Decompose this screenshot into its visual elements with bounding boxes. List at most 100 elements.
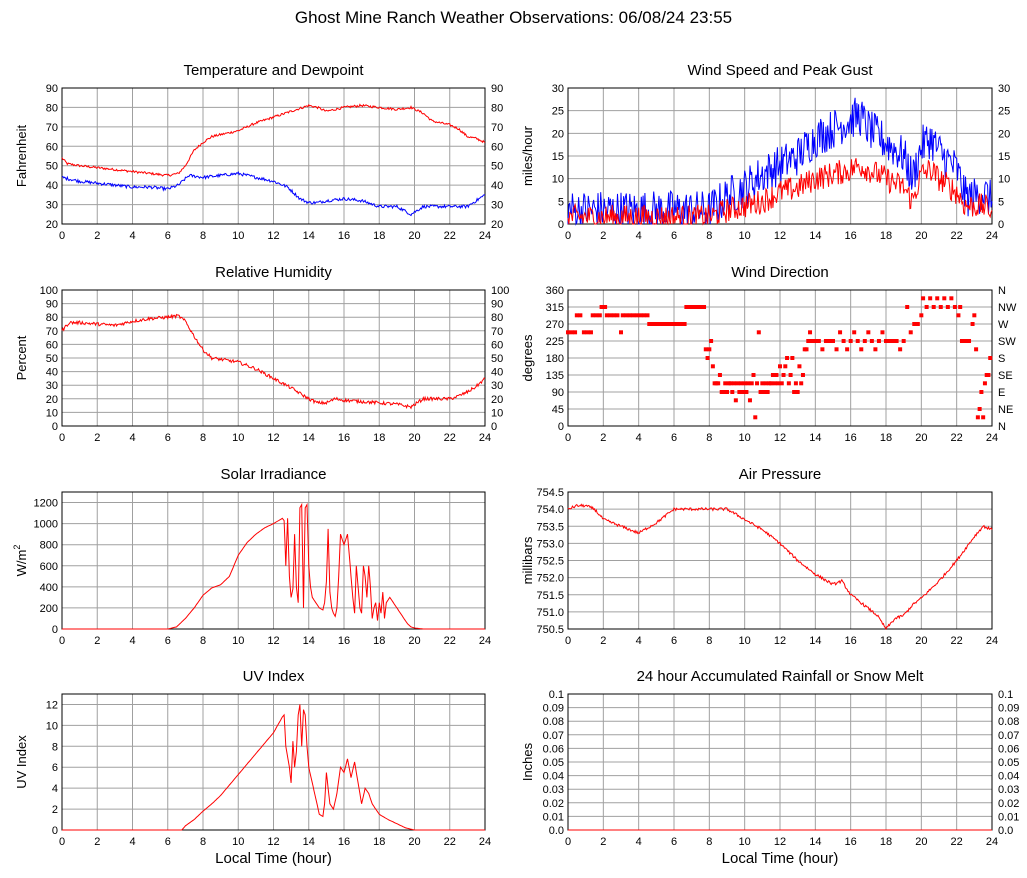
data-point [682, 322, 687, 326]
right-tick-label: 50 [491, 353, 503, 365]
data-point [963, 339, 968, 343]
x-tick-label: 4 [636, 230, 642, 242]
x-tick-label: 12 [774, 432, 786, 444]
right-tick-label: N [998, 421, 1006, 433]
y-axis-label-sup: 2 [12, 545, 22, 550]
x-tick-label: 4 [129, 836, 135, 848]
data-point [785, 356, 790, 360]
data-point [694, 305, 699, 309]
x-tick-label: 10 [232, 432, 244, 444]
data-point [687, 305, 692, 309]
y-tick-label: 4 [52, 783, 58, 795]
data-point [744, 390, 749, 394]
data-point [908, 330, 913, 335]
data-point [590, 313, 595, 318]
data-point [869, 339, 874, 343]
data-point [746, 381, 751, 386]
data-point [585, 330, 590, 335]
x-tick-label: 0 [59, 230, 65, 242]
series-line-0 [567, 97, 993, 226]
data-point [619, 330, 623, 335]
data-point [739, 381, 744, 386]
y-tick-label: 754.5 [536, 487, 564, 499]
plot-frame [567, 491, 993, 630]
right-tick-label: 60 [491, 339, 503, 351]
right-tick-label: SE [998, 370, 1013, 382]
x-tick-label: 4 [636, 836, 642, 848]
x-tick-label: 0 [59, 635, 65, 647]
chart-title: Air Pressure [739, 466, 822, 483]
y-tick-label: 0 [558, 219, 564, 231]
data-point [645, 313, 650, 318]
data-point [924, 305, 929, 309]
data-point [679, 322, 684, 326]
data-point [774, 373, 779, 377]
x-tick-label: 16 [845, 635, 857, 647]
data-point [597, 313, 602, 318]
right-tick-label: S [998, 353, 1005, 365]
data-point [887, 339, 892, 343]
data-point [806, 339, 811, 343]
data-point [786, 381, 791, 386]
x-tick-label: 22 [444, 432, 456, 444]
y-axis-label: W/m2 [12, 545, 29, 577]
data-point [654, 322, 659, 326]
x-tick-label: 18 [373, 432, 385, 444]
y-axis-label: Inches [520, 742, 535, 781]
x-tick-label: 20 [915, 230, 927, 242]
data-point [709, 339, 714, 343]
data-point [945, 305, 950, 309]
data-point [578, 313, 583, 318]
x-tick-label: 14 [809, 230, 821, 242]
data-point [876, 339, 881, 343]
right-tick-label: 40 [491, 367, 503, 379]
data-point [717, 373, 722, 377]
x-tick-label: 8 [706, 432, 712, 444]
x-tick-label: 14 [809, 836, 821, 848]
y-tick-label: 600 [40, 561, 58, 573]
y-tick-label: 800 [40, 540, 58, 552]
data-point [813, 339, 818, 343]
data-point [599, 305, 604, 309]
data-point [977, 407, 982, 411]
data-point [783, 364, 788, 369]
x-tick-label: 8 [200, 836, 206, 848]
x-tick-label: 22 [951, 432, 963, 444]
right-tick-label: NE [998, 404, 1013, 416]
plot-frame [61, 289, 486, 427]
data-point [912, 322, 917, 326]
x-tick-label: 20 [408, 432, 420, 444]
x-tick-label: 2 [600, 230, 606, 242]
right-tick-label: 5 [998, 196, 1004, 208]
x-tick-label: 24 [986, 230, 998, 242]
plot-frame [61, 491, 486, 630]
y-tick-label: 30 [552, 83, 564, 95]
x-tick-label: 16 [845, 230, 857, 242]
x-tick-label: 12 [267, 230, 279, 242]
data-point [631, 313, 636, 318]
data-point [705, 356, 710, 360]
x-tick-label: 4 [129, 635, 135, 647]
y-tick-label: 50 [46, 353, 58, 365]
x-tick-label: 12 [774, 230, 786, 242]
data-point [573, 330, 578, 335]
y-axis-label: miles/hour [520, 125, 535, 186]
y-tick-label: 30 [46, 380, 58, 392]
data-point [772, 381, 777, 386]
x-tick-label: 8 [706, 836, 712, 848]
chart-title: Wind Direction [731, 264, 829, 281]
data-point [716, 381, 721, 386]
data-point [931, 305, 936, 309]
data-point [884, 339, 888, 343]
x-tick-label: 6 [671, 635, 677, 647]
right-tick-label: 10 [998, 174, 1010, 186]
x-tick-label: 2 [600, 432, 606, 444]
data-point [919, 313, 924, 318]
y-tick-label: 10 [552, 174, 564, 186]
data-point [816, 339, 821, 343]
data-point [901, 339, 906, 343]
y-tick-label: 70 [46, 122, 58, 134]
